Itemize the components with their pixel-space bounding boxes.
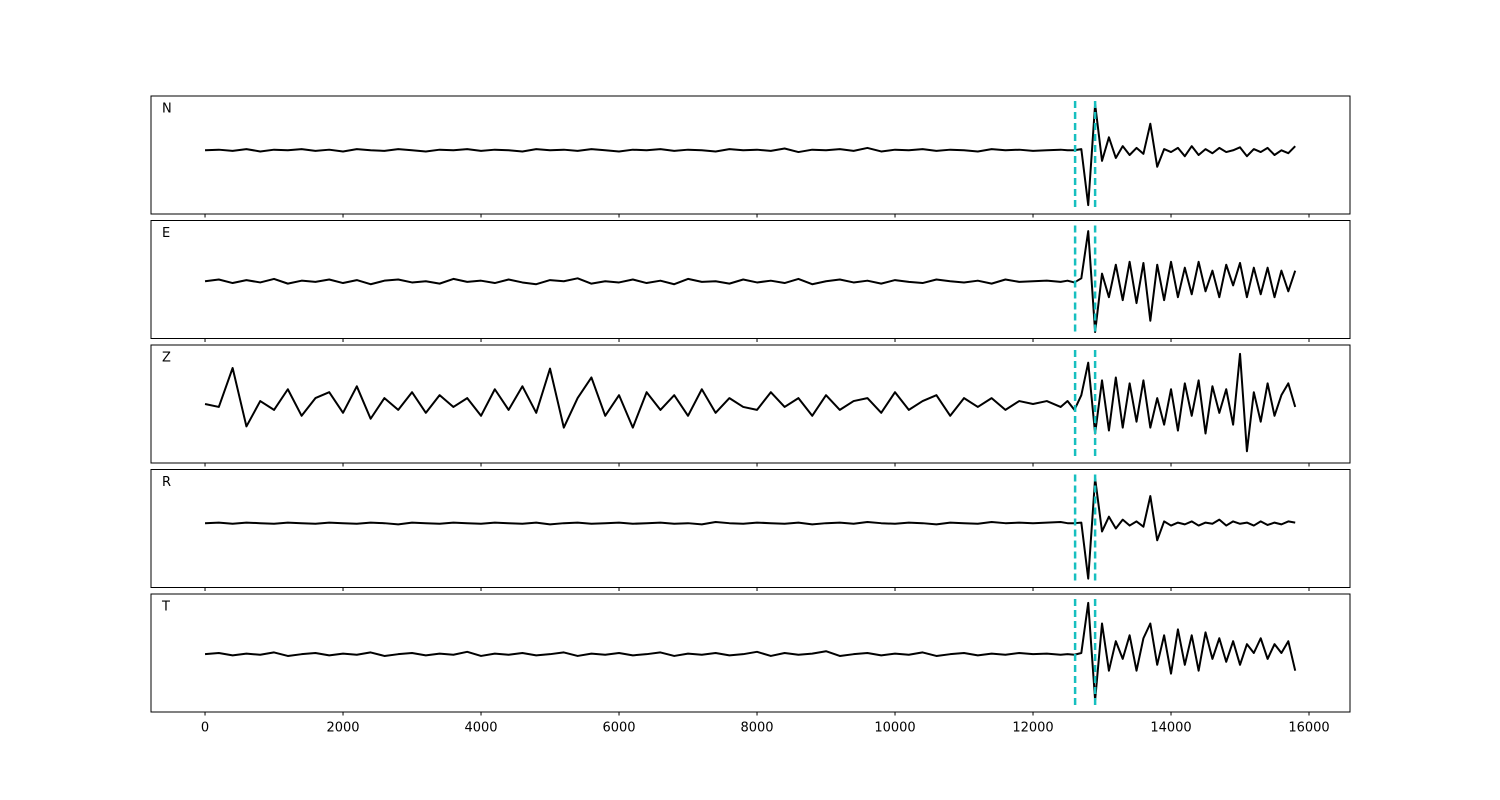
x-tick-label: 4000 (464, 721, 497, 736)
panel-frame (150, 469, 1351, 588)
x-tick-label: 8000 (740, 721, 773, 736)
x-tick-label: 2000 (326, 721, 359, 736)
panel-frame (150, 220, 1351, 339)
trace-line (204, 352, 1297, 453)
x-tick-label: 0 (201, 721, 209, 736)
panel-frame (150, 593, 1351, 713)
x-tick-label: 14000 (1150, 721, 1191, 736)
panel-label: Z (162, 351, 171, 366)
panel-label: E (162, 226, 170, 241)
panel-frame (150, 95, 1351, 215)
trace-line (204, 230, 1297, 334)
panel-label: R (162, 475, 171, 490)
trace-line (204, 477, 1296, 580)
trace-line (204, 103, 1296, 207)
x-tick-label: 6000 (602, 721, 635, 736)
x-tick-label: 12000 (1012, 721, 1053, 736)
trace-line (204, 601, 1297, 702)
x-tick-label: 10000 (874, 721, 915, 736)
x-tick-label: 16000 (1288, 721, 1329, 736)
panel-frame (150, 344, 1351, 464)
panel-label: T (161, 600, 170, 615)
panel-label: N (162, 102, 172, 117)
